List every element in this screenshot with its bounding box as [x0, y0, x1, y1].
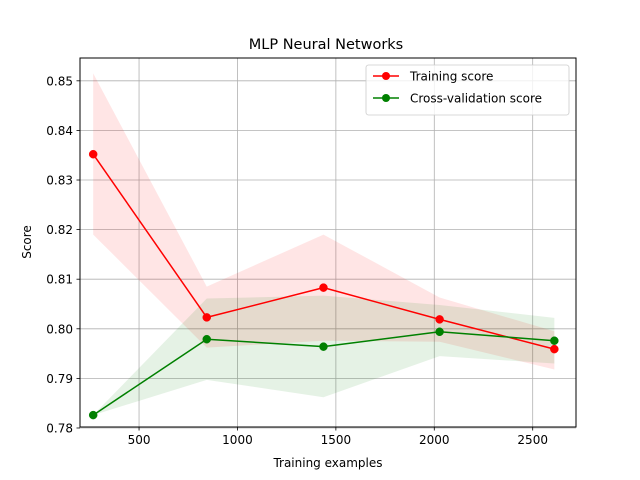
point-series-1	[435, 315, 444, 324]
x-tick-label: 2500	[517, 433, 548, 447]
legend-label-series-1: Training score	[409, 70, 493, 84]
axes-frame	[79, 57, 577, 428]
chart-title: MLP Neural Networks	[249, 37, 403, 53]
band-series-2	[93, 295, 555, 416]
point-series-1	[319, 283, 328, 292]
y-axis-label: Score	[20, 225, 34, 259]
x-tick-label: 2000	[419, 433, 450, 447]
y-tick-label: 0.79	[46, 372, 73, 386]
x-axis-label: Training examples	[272, 456, 382, 470]
point-series-2	[202, 334, 212, 344]
x-tick-label: 1500	[321, 433, 352, 447]
y-tick-label: 0.80	[46, 322, 73, 336]
grid	[80, 58, 576, 429]
band-series-1	[93, 73, 555, 370]
legend-label-series-2: Cross-validation score	[410, 92, 542, 106]
axes-background	[80, 58, 576, 427]
series-points	[88, 149, 559, 420]
y-tick-label: 0.78	[46, 421, 73, 435]
legend: Training score Cross-validation score	[365, 64, 570, 116]
y-axis: 0.78 0.79 0.80 0.81 0.82 0.83 0.84 0.85	[46, 74, 80, 435]
legend-marker-series-1	[382, 72, 390, 80]
point-series-2	[435, 327, 444, 337]
point-series-1	[550, 344, 559, 354]
y-tick-label: 0.84	[46, 124, 73, 138]
point-series-2	[319, 342, 328, 351]
legend-box	[365, 64, 570, 116]
x-axis: 500 1000 1500 2000 2500	[128, 427, 548, 447]
y-tick-label: 0.85	[46, 74, 73, 88]
x-tick-label: 1000	[222, 433, 253, 447]
point-series-1	[88, 149, 98, 159]
confidence-bands	[93, 73, 555, 416]
y-tick-label: 0.81	[46, 273, 73, 287]
x-tick-label: 500	[128, 433, 151, 447]
legend-marker-series-2	[382, 94, 390, 102]
point-series-1	[202, 313, 212, 322]
point-series-2	[550, 336, 559, 345]
y-tick-label: 0.83	[46, 174, 73, 188]
point-series-2	[88, 410, 98, 420]
plot-area	[79, 57, 577, 429]
y-tick-label: 0.82	[46, 223, 73, 237]
